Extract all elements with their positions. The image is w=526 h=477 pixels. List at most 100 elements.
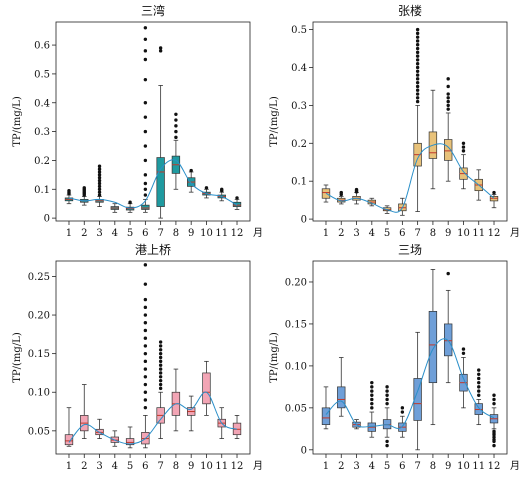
outlier-point [370,385,374,389]
outlier-point [370,389,374,393]
outlier-point [461,149,466,153]
outlier-point [235,196,239,200]
box-12 [489,190,499,209]
box-12 [232,414,242,439]
x-axis-unit: 月 [253,227,263,239]
trend-line [325,143,495,213]
outlier-point [461,141,466,145]
y-axis-label: TP/(mg/L) [269,96,280,147]
y-tick-label: 0.2 [34,156,50,167]
outlier-point [158,375,163,379]
outlier-point [415,92,420,96]
trend-line [325,338,495,429]
outlier-point [97,167,102,171]
x-tick-label: 1 [66,461,72,472]
y-tick-label: 0.10 [285,361,307,372]
outlier-point [143,297,148,302]
outlier-point [415,65,420,70]
outlier-point [492,397,496,402]
outlier-point [477,372,481,376]
box-10 [459,141,468,190]
outlier-point [492,435,496,439]
box-body [428,310,438,384]
outlier-point [143,390,148,394]
box-12 [489,393,499,448]
outlier-point [415,46,420,51]
x-tick-label: 11 [472,461,485,472]
x-tick-label: 4 [112,461,118,472]
outlier-point [128,200,132,204]
x-tick-label: 4 [369,461,375,472]
outlier-point [143,144,148,148]
x-tick-label: 9 [188,461,194,472]
outlier-point [174,112,178,116]
box-5 [125,200,135,213]
outlier-point [415,96,420,100]
outlier-point [143,173,148,177]
y-tick-label: 0.1 [34,185,50,196]
x-tick-label: 2 [338,228,344,239]
outlier-point [174,129,178,134]
box-1 [321,386,331,430]
outlier-point [220,187,224,191]
outlier-point [415,54,420,58]
outlier-point [143,181,148,186]
box-7 [156,46,165,219]
box-7 [156,340,165,439]
x-axis-unit: 月 [510,227,520,239]
y-tick-label: 0.10 [28,388,50,399]
plot-frame [55,260,251,455]
outlier-point [97,176,102,180]
box-body [444,139,453,161]
box-8 [428,268,438,426]
x-tick-label: 12 [231,461,244,472]
box-10 [459,347,468,409]
x-tick-label: 12 [488,228,501,239]
outlier-point [143,398,148,402]
outlier-point [97,178,102,183]
outlier-point [143,375,148,379]
box-2 [337,357,346,417]
outlier-point [158,371,163,375]
trend-line [68,159,238,209]
x-tick-label: 3 [96,228,102,239]
outlier-point [143,187,148,191]
box-body [232,201,242,207]
outlier-point [97,173,102,177]
x-tick-label: 10 [200,228,213,239]
x-tick-label: 8 [430,461,436,472]
outlier-point [143,328,148,333]
outlier-point [189,168,193,173]
y-tick-label: 0.1 [291,177,307,188]
outlier-point [415,80,420,85]
box-7 [413,331,422,451]
outlier-point [143,321,148,325]
outlier-point [385,393,389,397]
y-tick-label: 0.3 [34,127,50,138]
outlier-point [415,58,420,62]
outlier-point [204,186,209,190]
plot-frame [312,21,508,222]
outlier-point [415,39,420,43]
x-tick-label: 8 [430,228,436,239]
y-tick-label: 0.5 [291,25,307,36]
x-axis-unit: 月 [510,460,520,472]
outlier-point [477,389,481,393]
y-tick-label: 0 [301,215,307,226]
x-tick-label: 11 [472,228,485,239]
x-tick-label: 9 [445,461,451,472]
outlier-point [158,49,163,53]
outlier-point [158,382,163,387]
x-tick-label: 10 [457,228,470,239]
box-4 [367,380,376,438]
y-tick-label: 0.05 [285,403,307,414]
y-axis-label: TP/(mg/L) [269,332,280,383]
outlier-point [143,359,148,364]
outlier-point [492,438,496,442]
box-11 [474,368,483,426]
outlier-point [385,397,389,402]
box-8 [171,368,181,432]
